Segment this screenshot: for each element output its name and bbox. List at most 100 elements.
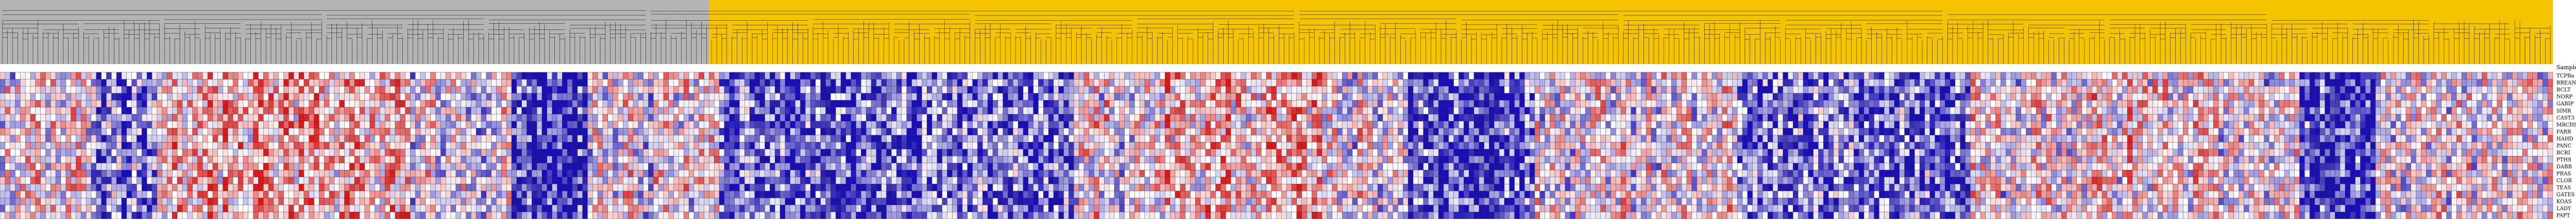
heatmap-cell bbox=[1555, 93, 1561, 101]
heatmap-cell bbox=[1195, 72, 1201, 80]
heatmap-cell bbox=[2122, 100, 2128, 107]
heatmap-cell bbox=[1539, 100, 1545, 107]
heatmap-cell bbox=[1307, 79, 1312, 87]
heatmap-cell bbox=[258, 93, 264, 101]
heatmap-cell bbox=[891, 114, 897, 121]
heatmap-cell bbox=[1013, 128, 1019, 135]
heatmap-cell bbox=[182, 121, 188, 129]
heatmap-cell bbox=[1722, 128, 1727, 135]
heatmap-cell bbox=[820, 107, 826, 115]
heatmap-cell bbox=[1580, 72, 1586, 80]
heatmap-cell bbox=[775, 93, 781, 101]
heatmap-cell bbox=[2127, 128, 2132, 135]
heatmap-cell bbox=[2193, 114, 2198, 121]
heatmap-cell bbox=[845, 107, 851, 115]
heatmap-cell bbox=[1818, 107, 1824, 115]
heatmap-cell bbox=[1398, 107, 1403, 115]
heatmap-cell bbox=[785, 86, 790, 93]
heatmap-cell bbox=[2365, 93, 2371, 101]
heatmap-cell bbox=[648, 121, 654, 129]
heatmap-cell bbox=[1210, 86, 1216, 93]
heatmap-cell bbox=[1869, 121, 1874, 129]
heatmap-cell bbox=[1752, 107, 1758, 115]
heatmap-cell bbox=[623, 100, 629, 107]
heatmap-cell bbox=[1372, 114, 1378, 121]
heatmap-cell bbox=[2264, 135, 2269, 143]
heatmap-cell bbox=[1352, 93, 1358, 101]
heatmap-cell bbox=[547, 121, 552, 129]
heatmap-cell bbox=[754, 114, 760, 121]
heatmap-cell bbox=[997, 93, 1003, 101]
heatmap-cell bbox=[2112, 72, 2117, 80]
heatmap-cell bbox=[506, 100, 512, 107]
heatmap-cell bbox=[2122, 135, 2128, 143]
heatmap-cell bbox=[2142, 93, 2148, 101]
heatmap-cell bbox=[1079, 107, 1084, 115]
heatmap-cell bbox=[906, 135, 912, 143]
heatmap-cell bbox=[886, 135, 892, 143]
heatmap-cell bbox=[25, 93, 30, 101]
heatmap-cell bbox=[2011, 72, 2016, 80]
heatmap-cell bbox=[607, 128, 613, 135]
heatmap-cell bbox=[607, 100, 613, 107]
heatmap-cell bbox=[1083, 128, 1089, 135]
heatmap-cell bbox=[992, 93, 998, 101]
heatmap-cell bbox=[380, 128, 385, 135]
heatmap-cell bbox=[2072, 79, 2077, 87]
heatmap-cell bbox=[486, 93, 492, 101]
heatmap-cell bbox=[2436, 128, 2442, 135]
heatmap-cell bbox=[699, 72, 704, 80]
heatmap-cell bbox=[375, 72, 380, 80]
heatmap-cell bbox=[719, 121, 724, 129]
heatmap-cell bbox=[1423, 128, 1429, 135]
heatmap-cell bbox=[60, 107, 66, 115]
heatmap-cell bbox=[344, 86, 350, 93]
heatmap-cell bbox=[2294, 128, 2300, 135]
heatmap-cell bbox=[1889, 72, 1894, 80]
heatmap-cell bbox=[759, 79, 765, 87]
heatmap-cell bbox=[2239, 72, 2244, 80]
heatmap-cell bbox=[1646, 128, 1652, 135]
heatmap-cell bbox=[699, 86, 704, 93]
heatmap-cell bbox=[1950, 128, 1955, 135]
heatmap-cell bbox=[2487, 107, 2493, 115]
heatmap-cell bbox=[988, 93, 993, 101]
heatmap-cell bbox=[2543, 93, 2548, 101]
heatmap-cell bbox=[167, 86, 173, 93]
heatmap-cell bbox=[587, 100, 593, 107]
heatmap-cell bbox=[1975, 79, 1981, 87]
heatmap-cell bbox=[1712, 86, 1717, 93]
heatmap-cell bbox=[602, 128, 608, 135]
heatmap-cell bbox=[1144, 135, 1150, 143]
heatmap-cell bbox=[360, 121, 365, 129]
heatmap-cell bbox=[1307, 135, 1312, 143]
heatmap-cell bbox=[1666, 72, 1672, 80]
heatmap-cell bbox=[1069, 72, 1074, 80]
heatmap-cell bbox=[684, 128, 689, 135]
heatmap-cell bbox=[1565, 135, 1570, 143]
heatmap-cell bbox=[693, 100, 699, 107]
heatmap-cell bbox=[208, 93, 213, 101]
heatmap-cell bbox=[1226, 135, 1231, 143]
heatmap-cell bbox=[2314, 72, 2320, 80]
heatmap-cell bbox=[2340, 121, 2345, 129]
heatmap-cell bbox=[1352, 128, 1358, 135]
heatmap-cell bbox=[1266, 93, 1272, 101]
heatmap-cell bbox=[1499, 121, 1504, 129]
heatmap-cell bbox=[962, 72, 968, 80]
heatmap-cell bbox=[1707, 128, 1712, 135]
heatmap-cell bbox=[1362, 128, 1368, 135]
heatmap-cell bbox=[643, 107, 649, 115]
heatmap-cell bbox=[1955, 121, 1960, 129]
heatmap-cell bbox=[754, 86, 760, 93]
heatmap-cell bbox=[1028, 72, 1033, 80]
heatmap-cell bbox=[430, 135, 436, 143]
heatmap-cell bbox=[126, 79, 132, 87]
heatmap-cell bbox=[2198, 121, 2204, 129]
heatmap-cell bbox=[2335, 93, 2341, 101]
heatmap-cell bbox=[1580, 93, 1586, 101]
heatmap-cell bbox=[131, 79, 137, 87]
heatmap-cell bbox=[1702, 100, 1707, 107]
heatmap-cell bbox=[2193, 72, 2198, 80]
heatmap-cell bbox=[2137, 114, 2143, 121]
